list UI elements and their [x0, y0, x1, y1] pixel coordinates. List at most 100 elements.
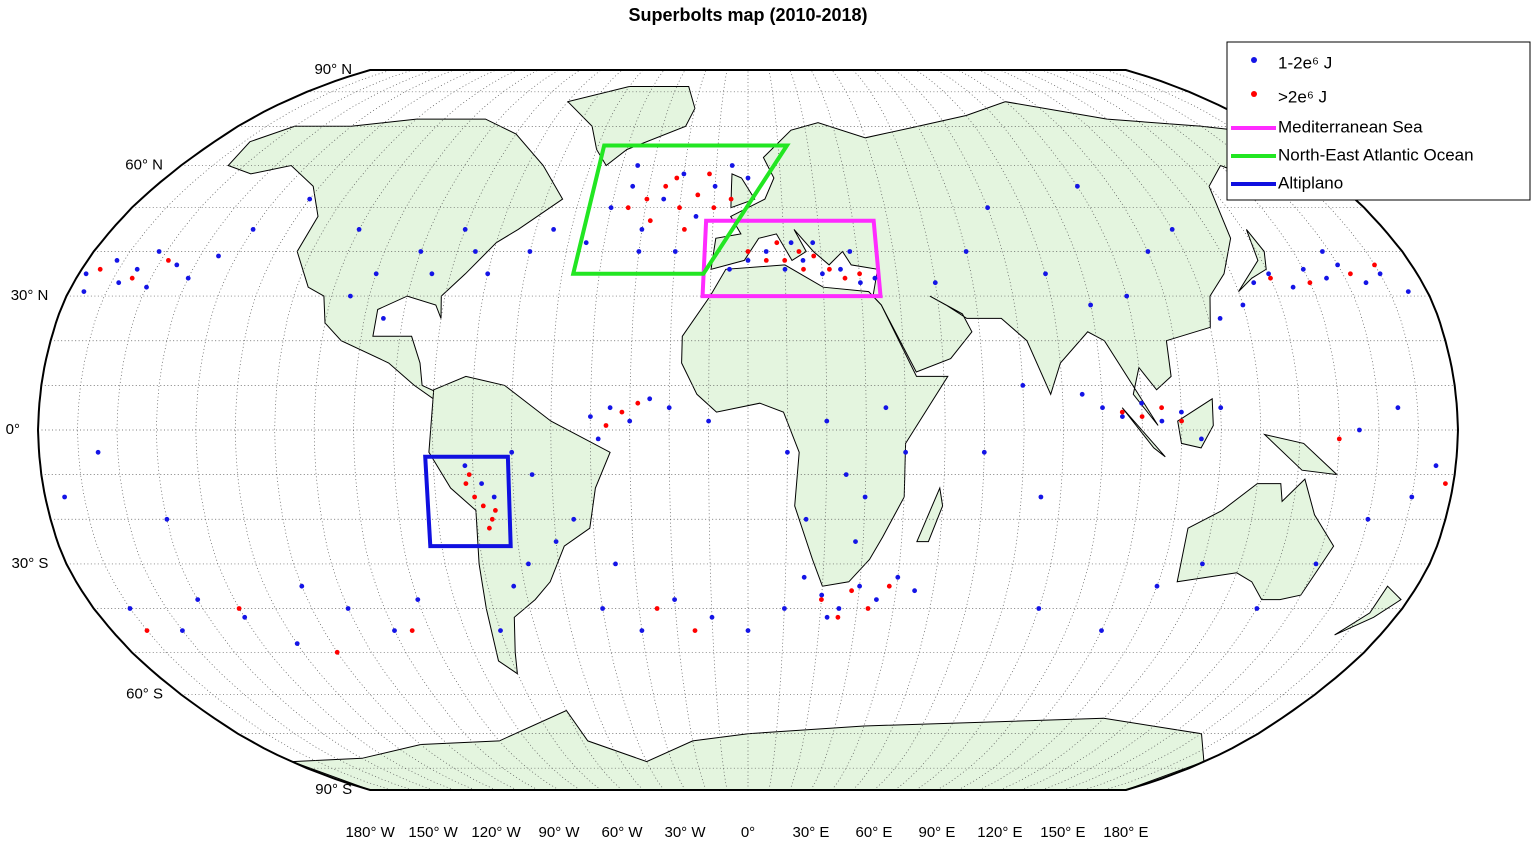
superbolt-point — [1443, 481, 1448, 486]
latitude-label: 30° S — [12, 555, 49, 572]
superbolt-point — [1240, 302, 1246, 308]
meridian — [432, 70, 581, 790]
superbolt-point — [811, 253, 817, 259]
superbolt-point — [1300, 266, 1306, 272]
longitude-label: 0° — [741, 824, 755, 841]
meridian — [155, 70, 434, 790]
superbolt-point — [1405, 289, 1411, 294]
landmass — [1121, 407, 1166, 458]
superbolt-point — [843, 472, 849, 477]
superbolt-point — [1075, 183, 1080, 189]
superbolt-point — [1139, 414, 1145, 419]
superbolt-point — [1120, 414, 1125, 419]
superbolt-point — [745, 628, 751, 633]
meridian — [550, 70, 644, 790]
superbolt-point — [903, 449, 908, 455]
latitude-label: 60° S — [126, 685, 163, 702]
superbolt-point — [583, 240, 589, 246]
region-box — [423, 454, 513, 549]
superbolt-point — [1145, 249, 1151, 254]
superbolt-point — [1290, 284, 1296, 290]
superbolt-point — [185, 275, 191, 281]
longitude-label: 60° E — [856, 824, 893, 841]
superbolt-point — [693, 214, 699, 219]
superbolt-point — [1088, 302, 1093, 308]
superbolt-point — [1395, 405, 1401, 411]
landmass — [227, 118, 564, 400]
superbolt-point — [236, 606, 242, 611]
superbolt-point — [1251, 280, 1257, 286]
superbolt-point — [1100, 405, 1105, 411]
superbolt-point — [838, 266, 843, 272]
superbolt-point — [595, 436, 601, 442]
superbolt-point — [480, 503, 486, 509]
superbolt-point — [129, 275, 135, 281]
superbolt-point — [847, 249, 853, 254]
superbolt-point — [625, 205, 631, 211]
superbolt-point — [785, 449, 790, 455]
superbolt-point — [661, 196, 667, 202]
landmass — [566, 86, 696, 167]
superbolt-point — [95, 449, 101, 455]
meridian — [234, 70, 476, 790]
superbolt-point — [466, 472, 472, 477]
map-title: Superbolts map (2010-2018) — [628, 5, 867, 25]
meridian — [789, 70, 828, 790]
longitude-label: 90° W — [539, 824, 581, 841]
superbolt-point — [745, 249, 751, 254]
superbolt-point — [156, 249, 162, 254]
superbolt-point — [462, 227, 468, 232]
superbolt-point — [647, 218, 653, 224]
landmass — [1177, 397, 1214, 449]
legend-label: Mediterranean Sea — [1278, 117, 1423, 136]
meridian — [999, 70, 1222, 790]
longitude-label: 90° E — [919, 824, 956, 841]
superbolt-point — [1307, 280, 1313, 286]
superbolt-point — [116, 280, 122, 286]
superbolt-point — [883, 405, 889, 411]
superbolt-point — [763, 249, 769, 254]
points — [62, 163, 1448, 655]
latitude-label: 90° N — [314, 61, 352, 78]
superbolt-point — [801, 266, 806, 272]
superbolt-point — [348, 293, 353, 299]
superbolt-point — [692, 628, 698, 633]
superbolt-point — [639, 227, 645, 232]
superbolt-point — [134, 266, 140, 272]
meridian — [978, 70, 1183, 790]
superbolt-point — [824, 418, 830, 424]
superbolt-point — [677, 205, 682, 211]
superbolt-point — [932, 280, 938, 286]
superbolt-point — [479, 481, 484, 486]
superbolt-point — [553, 539, 559, 544]
meridian — [274, 70, 497, 790]
superbolt-point — [463, 481, 469, 486]
superbolt-point — [294, 641, 300, 646]
superbolt-point — [529, 472, 535, 477]
superbolt-point — [429, 271, 435, 277]
superbolt-point — [1139, 400, 1144, 406]
superbolt-point — [827, 266, 832, 272]
legend-marker — [1251, 57, 1257, 63]
superbolt-point — [491, 494, 497, 500]
legend-label: 1-2e⁶ J — [1278, 53, 1332, 72]
superbolt-point — [1335, 262, 1340, 268]
superbolt-point — [682, 227, 687, 232]
superbolt-point — [1079, 391, 1085, 397]
superbolt-point — [1268, 275, 1273, 281]
superbolt-point — [527, 249, 533, 254]
superbolt-point — [526, 561, 531, 567]
superbolt-point — [865, 606, 871, 611]
landmass — [710, 101, 1288, 426]
superbolt-point — [647, 396, 653, 402]
meridian — [1020, 70, 1262, 790]
meridian — [708, 70, 728, 790]
superbolt-point — [711, 205, 717, 211]
superbolt-point — [788, 240, 794, 246]
superbolt-point — [498, 628, 503, 633]
superbolt-point — [835, 614, 841, 620]
superbolt-point — [635, 400, 641, 406]
superbolt-point — [1433, 463, 1439, 469]
superbolt-point — [62, 494, 67, 500]
superbolt-point — [1038, 494, 1044, 500]
